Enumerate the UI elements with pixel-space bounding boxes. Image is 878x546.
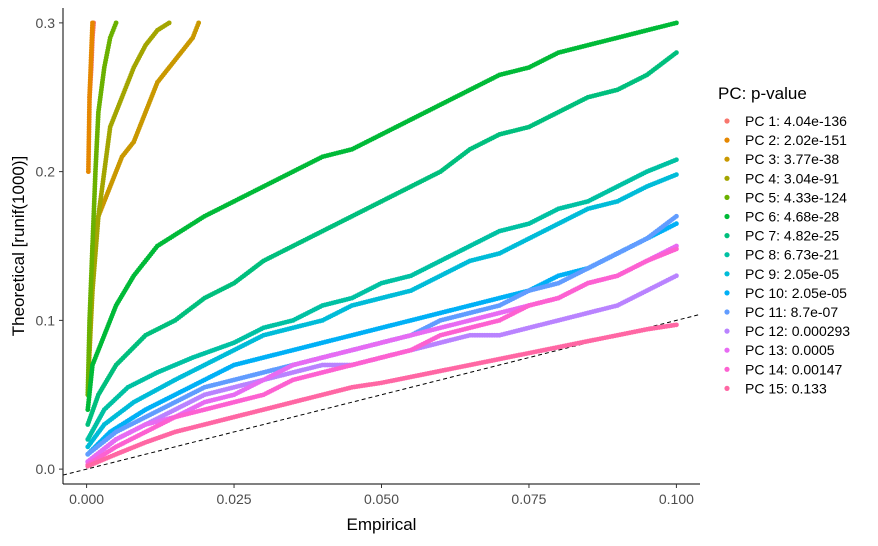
legend-title: PC: p-value xyxy=(718,84,807,103)
series-pc-9 xyxy=(85,172,679,450)
legend-key-6 xyxy=(724,213,730,220)
legend-label-13: PC 13: 0.0005 xyxy=(745,342,835,358)
plot-area: 0.000 0.025 0.050 0.075 0.100 0.0 0.1 0.2 0.3 xyxy=(36,8,701,507)
legend-label-9: PC 9: 2.05e-05 xyxy=(745,266,839,282)
x-axis-title: Empirical xyxy=(347,515,417,534)
series-pc-4 xyxy=(87,20,172,353)
legend-items: PC 1: 4.04e-136 PC 2: 2.02e-151 PC 3: 3.77… xyxy=(724,113,850,396)
data-point xyxy=(166,20,172,26)
x-tick-label: 0.100 xyxy=(659,491,694,507)
legend-key-3 xyxy=(724,156,730,162)
legend-key-15 xyxy=(724,385,730,391)
data-point xyxy=(113,20,119,26)
legend-key-11 xyxy=(724,309,730,315)
y-tick-label: 0.2 xyxy=(36,164,56,180)
legend: PC: p-value PC 1: 4.04e-136 PC 2: 2.02e-1… xyxy=(718,84,850,396)
data-point xyxy=(674,157,679,163)
legend-label-8: PC 8: 6.73e-21 xyxy=(745,247,839,263)
data-point xyxy=(674,20,679,26)
series-pc-7 xyxy=(85,50,679,427)
legend-label-10: PC 10: 2.05e-05 xyxy=(745,285,847,301)
data-point xyxy=(196,20,202,26)
legend-key-14 xyxy=(724,366,730,372)
x-axis-ticks: 0.000 0.025 0.050 0.075 0.100 xyxy=(69,484,694,507)
legend-key-13 xyxy=(724,347,730,353)
legend-key-7 xyxy=(724,233,730,239)
series-pc-15 xyxy=(85,322,679,469)
data-point xyxy=(674,50,679,56)
data-point xyxy=(674,322,679,328)
data-point xyxy=(90,20,95,26)
y-tick-label: 0.1 xyxy=(36,312,56,328)
y-tick-label: 0.3 xyxy=(36,15,56,31)
series-layer xyxy=(85,20,679,469)
legend-key-2 xyxy=(724,137,730,143)
x-tick-label: 0.025 xyxy=(217,491,252,507)
data-point xyxy=(674,273,679,279)
legend-label-4: PC 4: 3.04e-91 xyxy=(745,170,839,186)
series-pc-12 xyxy=(85,273,679,465)
legend-key-8 xyxy=(724,252,730,258)
legend-label-7: PC 7: 4.82e-25 xyxy=(745,228,839,244)
series-pc-11 xyxy=(85,213,679,457)
legend-label-5: PC 5: 4.33e-124 xyxy=(745,189,847,205)
x-tick-label: 0.075 xyxy=(511,491,546,507)
legend-key-12 xyxy=(724,328,730,334)
legend-key-1 xyxy=(724,118,730,124)
x-tick-label: 0.050 xyxy=(364,491,399,507)
series-pc-8 xyxy=(85,157,679,442)
legend-label-15: PC 15: 0.133 xyxy=(745,380,827,396)
data-point xyxy=(674,221,679,227)
series-pc-14 xyxy=(85,246,679,468)
legend-label-14: PC 14: 0.00147 xyxy=(745,361,843,377)
y-axis-title: Theoretical [runif(1000)] xyxy=(9,156,28,336)
series-pc-6 xyxy=(85,20,679,413)
legend-key-9 xyxy=(724,271,730,277)
legend-label-2: PC 2: 2.02e-151 xyxy=(745,132,847,148)
legend-label-11: PC 11: 8.7e-07 xyxy=(745,304,838,320)
x-tick-label: 0.000 xyxy=(69,491,104,507)
data-point xyxy=(674,172,679,178)
series-pc-2 xyxy=(85,20,95,175)
legend-label-12: PC 12: 0.000293 xyxy=(745,323,850,339)
y-tick-label: 0.0 xyxy=(36,461,56,477)
data-point xyxy=(674,246,679,252)
legend-key-10 xyxy=(724,290,730,296)
legend-key-5 xyxy=(724,194,730,200)
data-point xyxy=(674,213,679,219)
legend-label-1: PC 1: 4.04e-136 xyxy=(745,113,847,129)
legend-label-3: PC 3: 3.77e-38 xyxy=(745,151,839,167)
y-axis-ticks: 0.0 0.1 0.2 0.3 xyxy=(36,15,63,477)
legend-key-4 xyxy=(724,175,730,181)
legend-label-6: PC 6: 4.68e-28 xyxy=(745,209,839,225)
